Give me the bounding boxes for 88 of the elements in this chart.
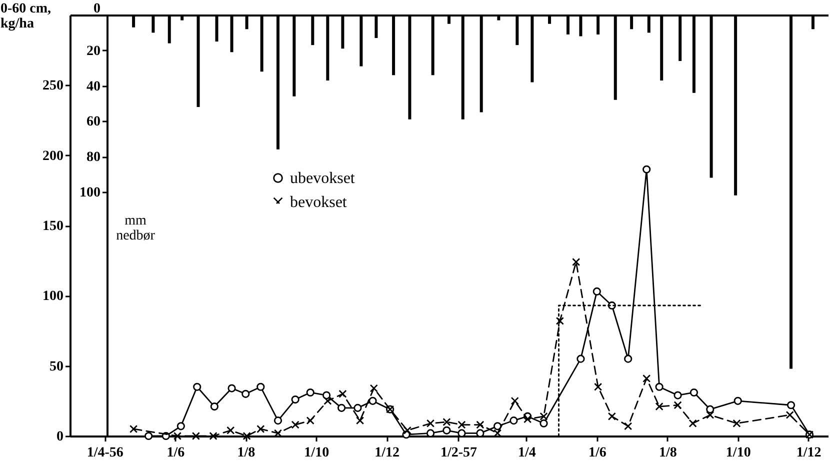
y-tick-label: 250 [42,78,64,94]
point [706,410,714,420]
point [193,382,202,391]
point [226,426,235,434]
x-tick-label: 1/10 [726,446,751,460]
y2-tick-label: 100 [80,185,100,200]
y-tick-label: 200 [42,148,64,164]
point [356,416,364,425]
point [256,382,265,391]
point [337,404,346,412]
point [706,405,714,414]
point [256,424,265,434]
point [476,420,484,429]
y2-tick-label: 40 [86,79,100,94]
y2-axis-title: mm nedbør [116,214,156,244]
y-tick-label: 100 [42,289,64,304]
x-tick-label: 1/12 [796,446,822,460]
point [176,422,185,430]
point [274,416,282,425]
point [130,424,138,434]
point [322,391,331,400]
point [242,390,250,398]
y-tick-label: 0 [56,430,64,444]
point [732,419,741,428]
point [624,422,632,430]
point [306,388,314,397]
point [228,384,236,392]
point [540,412,548,420]
point [306,416,314,425]
x-tick-label: 1/2-57 [440,446,478,460]
point [338,390,347,398]
y2-tick-label: 20 [86,44,100,59]
point [540,419,548,428]
point [655,402,664,411]
point [242,432,251,440]
point [403,426,412,434]
point [324,396,332,405]
point [510,396,519,405]
point [688,419,697,428]
point [442,426,451,434]
point [493,422,502,430]
point [608,412,616,420]
point [556,316,564,325]
y-tick-label: 50 [50,359,64,374]
x-tick-label: 1/6 [588,446,606,460]
point [291,420,300,429]
point [572,258,580,266]
x-tick-label: 1/4 [518,446,536,460]
point [291,395,300,404]
point [144,432,153,440]
y2-tick-label: 60 [86,114,100,130]
y-axis-title: 0-60 cm, kg/ha [0,2,52,32]
y-tick-label: 150 [42,219,64,234]
point [210,402,218,411]
point [576,354,585,363]
point [426,419,435,428]
point [592,287,601,296]
point [734,396,742,405]
point [192,432,200,440]
point [655,382,664,391]
point [786,410,794,420]
point [354,404,362,412]
x-tick-label: 1/10 [304,446,330,460]
point [674,401,682,410]
legend-label: ubevokset [290,170,356,187]
x-tick-label: 1/8 [237,446,256,460]
point [510,416,518,425]
legend-label: bevokset [290,194,348,211]
point [458,420,466,429]
point [173,432,182,440]
point [624,354,632,363]
point [642,374,651,383]
x-tick-label: 1/12 [374,446,400,460]
point [368,396,377,405]
x-tick-label: 1/4-56 [86,446,124,460]
y2-tick-label: 80 [86,150,100,166]
y2-tick-label: 0 [94,2,100,16]
point [674,391,682,400]
point [524,415,532,424]
point [594,382,602,391]
point [370,384,378,392]
point [642,165,651,174]
x-tick-label: 1/8 [658,446,677,460]
point [442,418,451,426]
point [786,401,796,410]
point [209,432,218,440]
point [690,388,698,397]
x-tick-label: 1/6 [166,446,185,460]
